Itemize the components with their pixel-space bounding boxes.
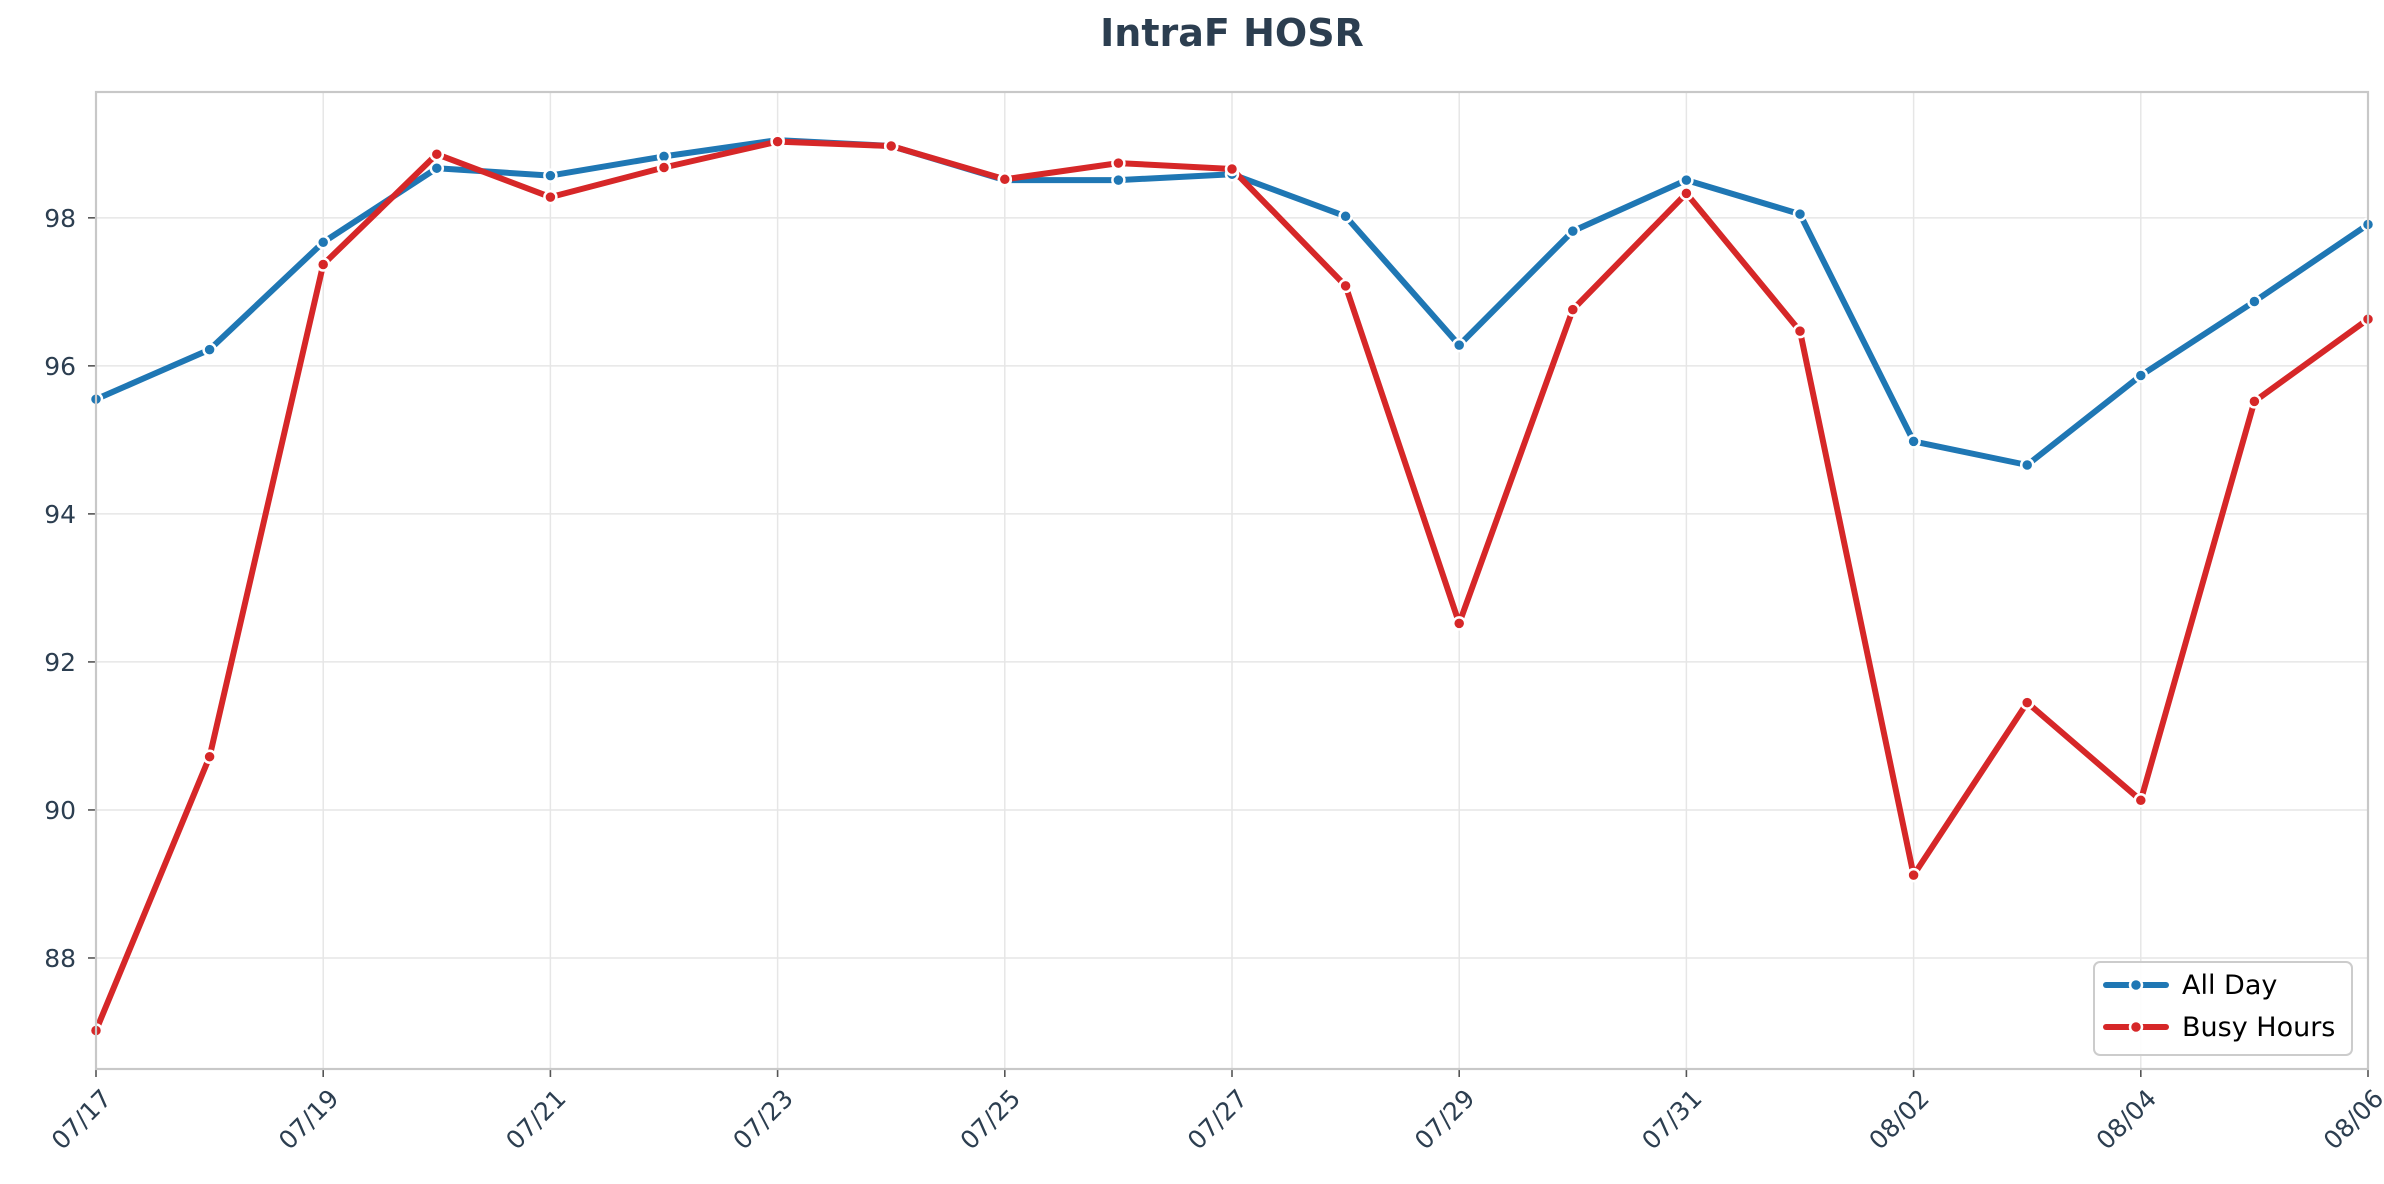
data-point-all-day <box>2133 368 2149 383</box>
legend: All Day Busy Hours <box>2093 961 2353 1056</box>
x-tick-label: 07/23 <box>727 1084 798 1155</box>
data-point-busy-hours <box>1906 867 1921 883</box>
data-point-busy-hours <box>770 134 785 149</box>
y-tick-label: 98 <box>44 204 76 233</box>
data-point-busy-hours <box>1111 155 1126 171</box>
data-point-busy-hours <box>2247 394 2262 409</box>
x-tick-label: 07/31 <box>1636 1084 1707 1155</box>
data-point-all-day <box>1906 434 1921 449</box>
data-point-all-day <box>1679 172 1694 188</box>
data-point-busy-hours <box>997 172 1013 187</box>
axis-ticks: 07/17 07/19 07/21 07/23 07/25 07/27 07/29 07/31… <box>44 204 2384 1155</box>
data-point-busy-hours <box>1565 302 1581 317</box>
legend-label-busy-hours: Busy Hours <box>2182 1012 2335 1043</box>
data-point-all-day <box>2247 294 2262 309</box>
data-point-all-day <box>429 160 445 176</box>
y-tick-label: 88 <box>44 944 76 973</box>
data-point-all-day <box>1451 337 1467 353</box>
data-point-all-day <box>1111 172 1126 188</box>
data-point-all-day <box>315 235 331 250</box>
series-lines <box>88 132 2376 1038</box>
x-tick-label: 07/27 <box>1182 1084 1253 1155</box>
data-point-all-day <box>2019 457 2035 473</box>
legend-marker-busy-hours <box>2128 1019 2144 1035</box>
legend-label-all-day: All Day <box>2182 970 2277 1001</box>
x-tick-label: 07/25 <box>955 1084 1026 1155</box>
x-tick-label: 08/02 <box>1863 1084 1934 1155</box>
y-tick-label: 90 <box>44 796 76 825</box>
data-point-busy-hours <box>429 146 445 162</box>
data-point-busy-hours <box>202 749 217 764</box>
data-point-busy-hours <box>2133 793 2149 808</box>
x-tick-label: 08/06 <box>2318 1084 2384 1155</box>
data-point-busy-hours <box>883 138 899 154</box>
data-point-busy-hours <box>1792 323 1808 339</box>
plot-frame <box>94 90 2370 1071</box>
data-point-busy-hours <box>315 257 331 272</box>
x-tick-label: 07/29 <box>1409 1084 1480 1155</box>
data-point-busy-hours <box>2019 695 2035 710</box>
data-point-busy-hours <box>1451 616 1467 631</box>
x-tick-label: 07/17 <box>46 1084 117 1155</box>
x-tick-label: 08/04 <box>2091 1084 2162 1155</box>
legend-marker-all-day <box>2128 977 2144 993</box>
y-tick-label: 92 <box>44 648 76 677</box>
data-point-all-day <box>543 168 558 183</box>
data-point-all-day <box>1565 223 1581 239</box>
y-tick-label: 94 <box>44 500 76 529</box>
data-point-busy-hours <box>656 160 672 175</box>
data-point-busy-hours <box>1679 186 1694 201</box>
data-point-busy-hours <box>1338 278 1353 294</box>
chart-title: IntraF HOSR <box>1100 11 1364 55</box>
x-tick-label: 07/21 <box>500 1084 571 1155</box>
x-tick-label: 07/19 <box>273 1084 344 1155</box>
data-point-all-day <box>1338 209 1353 224</box>
data-point-all-day <box>1792 206 1808 222</box>
data-point-busy-hours <box>1224 161 1240 177</box>
data-point-all-day <box>202 342 217 357</box>
grid <box>95 92 2369 1069</box>
y-tick-label: 96 <box>44 352 76 381</box>
data-point-busy-hours <box>543 189 558 205</box>
